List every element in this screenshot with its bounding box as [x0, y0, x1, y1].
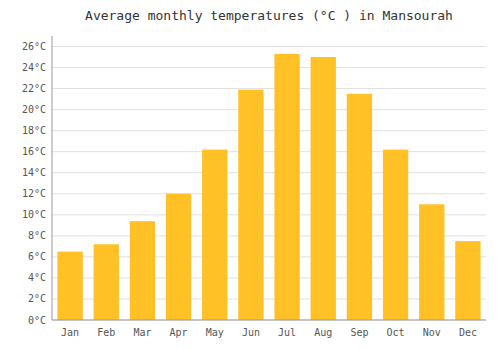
grid-line: [52, 88, 486, 89]
grid-line: [52, 193, 486, 194]
y-tick-label: 12°C: [22, 188, 46, 199]
y-tick-label: 24°C: [22, 62, 46, 73]
grid-line: [52, 130, 486, 131]
x-tick-label: Jun: [242, 327, 260, 338]
x-axis: Jan Feb Mar Apr May Jun Jul Aug Sep Oct Nov Dec: [61, 327, 477, 338]
grid-line: [52, 172, 486, 173]
bar: [202, 150, 227, 320]
y-tick-label: 0°C: [28, 315, 46, 326]
bar: [130, 221, 155, 320]
y-tick-label: 4°C: [28, 272, 46, 283]
bar: [455, 241, 480, 320]
y-tick-label: 18°C: [22, 125, 46, 136]
bar: [347, 94, 372, 320]
y-tick-label: 8°C: [28, 230, 46, 241]
bar: [166, 194, 191, 320]
x-tick-label: Apr: [170, 327, 188, 338]
grid-line: [52, 67, 486, 68]
x-axis-line: [52, 320, 486, 321]
y-tick-label: 16°C: [22, 146, 46, 157]
x-tick-label: Feb: [97, 327, 115, 338]
bars: [57, 54, 480, 320]
bar: [57, 252, 82, 320]
y-tick-label: 2°C: [28, 293, 46, 304]
x-tick-label: Jul: [278, 327, 296, 338]
chart: Average monthly temperatures (°C ) in Ma…: [0, 0, 500, 350]
y-axis: 0°C 2°C 4°C 6°C 8°C 10°C 12°C 14°C 16°C 18°C 20°C 2…: [22, 41, 486, 325]
bar: [311, 57, 336, 320]
bar: [383, 150, 408, 320]
bar: [94, 244, 119, 320]
y-axis-line: [52, 36, 53, 320]
y-tick-label: 20°C: [22, 104, 46, 115]
x-tick-label: Oct: [387, 327, 405, 338]
x-tick-label: Sep: [350, 327, 368, 338]
bar: [419, 204, 444, 320]
y-tick-label: 14°C: [22, 167, 46, 178]
grid-line: [52, 46, 486, 47]
bar: [238, 90, 263, 320]
grid-line: [52, 109, 486, 110]
title: Average monthly temperatures (°C ) in Ma…: [85, 8, 453, 23]
grid-line: [52, 151, 486, 152]
x-tick-label: Dec: [459, 327, 477, 338]
x-tick-label: Nov: [423, 327, 441, 338]
x-tick-label: May: [206, 327, 224, 338]
y-tick-label: 10°C: [22, 209, 46, 220]
y-tick-label: 6°C: [28, 251, 46, 262]
y-tick-label: 26°C: [22, 41, 46, 52]
y-tick-label: 22°C: [22, 83, 46, 94]
x-tick-label: Mar: [133, 327, 151, 338]
x-tick-label: Jan: [61, 327, 79, 338]
bar: [274, 54, 299, 320]
grid-line: [52, 320, 486, 321]
x-tick-label: Aug: [314, 327, 332, 338]
